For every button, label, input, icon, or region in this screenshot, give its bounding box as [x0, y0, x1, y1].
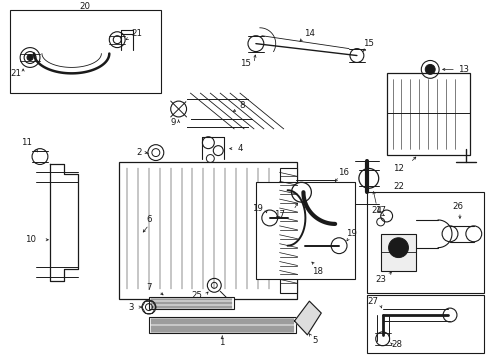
Bar [366, 192, 483, 293]
Text: 18: 18 [311, 267, 322, 276]
Polygon shape [186, 89, 247, 131]
Text: 21: 21 [131, 29, 142, 38]
Text: 19: 19 [345, 229, 356, 238]
Bar [380, 234, 415, 271]
Bar [149, 317, 295, 333]
Bar [149, 297, 234, 309]
Circle shape [27, 54, 33, 60]
Text: 4: 4 [237, 144, 243, 153]
Text: 20: 20 [79, 3, 90, 12]
Text: 23: 23 [374, 275, 386, 284]
Polygon shape [294, 301, 321, 335]
Text: 5: 5 [312, 336, 317, 345]
Bar [366, 295, 483, 353]
Text: 10: 10 [24, 235, 36, 244]
Text: 25: 25 [191, 291, 202, 300]
Text: 8: 8 [239, 100, 244, 109]
Text: 1: 1 [219, 338, 224, 347]
Bar [119, 162, 297, 299]
Text: 17: 17 [274, 210, 285, 219]
Bar [386, 73, 469, 154]
Text: 7: 7 [146, 283, 151, 292]
Text: 15: 15 [363, 39, 373, 48]
Text: 3: 3 [128, 303, 134, 312]
Bar [255, 182, 354, 279]
Text: 27: 27 [366, 297, 378, 306]
Text: 28: 28 [390, 340, 401, 349]
Text: 26: 26 [451, 202, 463, 211]
Text: 21: 21 [11, 69, 21, 78]
Text: 2: 2 [136, 148, 142, 157]
Text: 24: 24 [370, 206, 382, 215]
Text: 14: 14 [303, 29, 314, 38]
Text: 15: 15 [240, 59, 251, 68]
Text: 11: 11 [20, 138, 32, 147]
Text: 22: 22 [392, 182, 403, 191]
Text: 6: 6 [146, 215, 151, 224]
Text: 16: 16 [337, 168, 348, 177]
Circle shape [425, 64, 434, 75]
Text: 13: 13 [457, 65, 468, 74]
Bar [279, 168, 297, 293]
Circle shape [388, 238, 407, 258]
Text: 9: 9 [170, 118, 175, 127]
Text: 12: 12 [392, 164, 403, 173]
Text: 17: 17 [374, 206, 386, 215]
Text: 19: 19 [252, 203, 263, 212]
Bar [10, 10, 161, 93]
